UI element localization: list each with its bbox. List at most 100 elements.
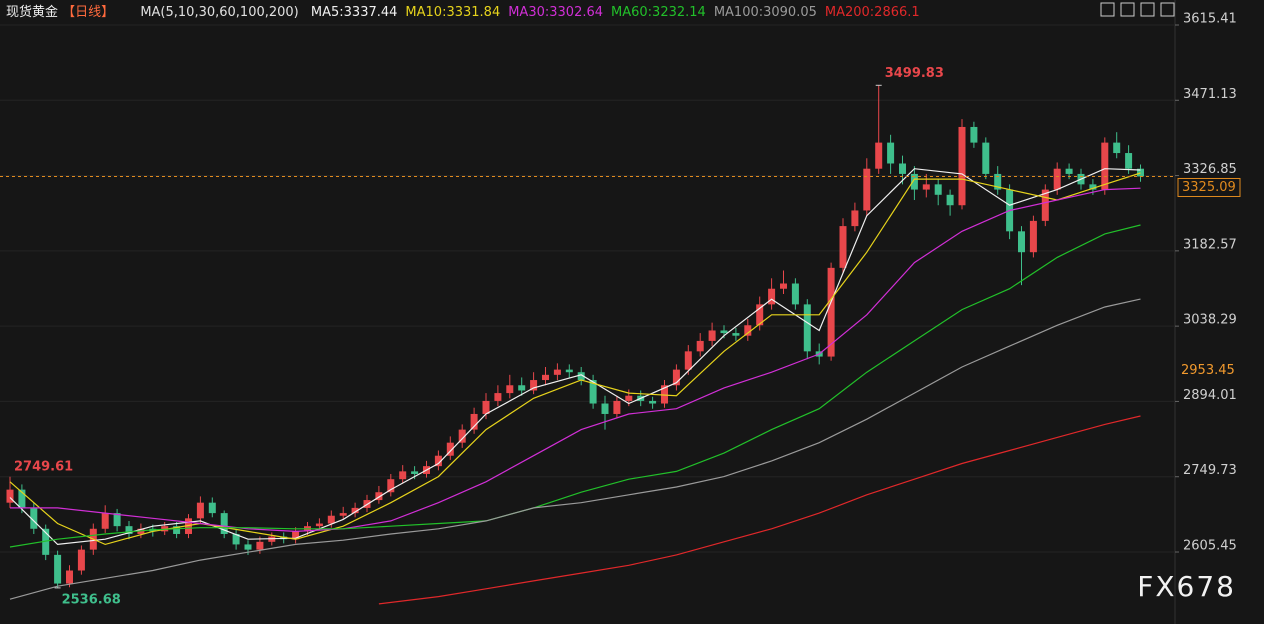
candle-body	[863, 168, 871, 211]
candle-body	[1029, 220, 1037, 253]
candle-body	[506, 385, 514, 394]
candle-body	[887, 142, 895, 164]
candle-body	[1089, 184, 1097, 190]
candle-body	[494, 393, 502, 401]
candle-body	[589, 380, 597, 404]
candle-body	[672, 369, 680, 386]
header: 现货黄金 【日线】 MA(5,10,30,60,100,200) MA5:333…	[6, 4, 920, 20]
y-tick-label: 3615.41	[1183, 11, 1237, 26]
candle-body	[958, 126, 966, 206]
candle-body	[1041, 189, 1049, 221]
candle-body	[375, 492, 383, 501]
candle-body	[922, 184, 930, 190]
tool-icon[interactable]	[1160, 2, 1175, 17]
candle-body	[446, 442, 454, 456]
tool-icon[interactable]	[1100, 2, 1115, 17]
ma-params: MA(5,10,30,60,100,200)	[140, 5, 298, 20]
candle-body	[399, 471, 407, 480]
period: 【日线】	[62, 5, 114, 20]
candle-body	[994, 173, 1002, 190]
candle-body	[196, 502, 204, 519]
candle-body	[768, 288, 776, 305]
legend-entry: MA100:3090.05	[714, 5, 817, 20]
candle-body	[530, 380, 538, 391]
candle-body	[720, 330, 728, 334]
candle-body	[208, 502, 216, 514]
candle-body	[1065, 168, 1073, 174]
candle-body	[232, 533, 240, 545]
legend-entry: MA5:3337.44	[311, 5, 398, 20]
candle-body	[458, 429, 466, 443]
candle-body	[875, 142, 883, 169]
watermark: FX678	[1137, 570, 1236, 603]
high-annotation: 3499.83	[885, 66, 944, 81]
toolbar[interactable]	[1100, 2, 1175, 17]
candle-body	[434, 455, 442, 467]
y-tick-label: 3326.85	[1183, 162, 1237, 177]
candle-body	[542, 374, 549, 381]
candle-body	[1018, 231, 1025, 253]
candle-body	[851, 210, 859, 227]
last-price-box	[1177, 177, 1241, 197]
candle-body	[1101, 142, 1109, 190]
candle-body	[708, 330, 716, 341]
tool-icon[interactable]	[1140, 2, 1155, 17]
candle-body	[351, 507, 359, 514]
candle-body	[387, 479, 395, 493]
candle-body	[1137, 168, 1144, 177]
ma-line	[378, 415, 1141, 605]
candle-body	[518, 385, 526, 391]
candle-body	[780, 283, 787, 289]
candle-body	[613, 400, 621, 414]
candle-body	[553, 369, 561, 375]
y-tick-label: 3182.57	[1183, 237, 1237, 252]
candle-body	[411, 471, 419, 474]
candle-body	[77, 549, 85, 571]
candle-body	[649, 400, 657, 404]
candle-body	[18, 489, 26, 508]
candle-body	[839, 226, 847, 268]
high-annotation: 2749.61	[14, 459, 73, 474]
candle-body	[6, 489, 14, 503]
ma-line	[9, 298, 1141, 600]
low-annotation: 2536.68	[62, 592, 121, 607]
candle-body	[54, 554, 62, 584]
candle-body	[185, 518, 192, 534]
candle-body	[125, 526, 133, 534]
candle-body	[173, 526, 181, 534]
candle-body	[601, 403, 609, 414]
candle-body	[899, 163, 906, 174]
y-tick-label: 3038.29	[1183, 313, 1237, 328]
candle-body	[982, 142, 990, 174]
candle-body	[827, 267, 835, 357]
candle-body	[756, 304, 764, 326]
chart-title: 现货黄金	[6, 4, 58, 20]
candle-body	[327, 515, 335, 524]
candle-body	[113, 513, 121, 527]
candle-body	[744, 325, 752, 336]
y-tick-label: 2605.45	[1183, 539, 1237, 554]
candle-body	[696, 340, 704, 352]
candle-body	[30, 507, 38, 529]
candle-body	[470, 413, 478, 430]
ma-line	[9, 224, 1141, 548]
legend-entry: MA30:3302.64	[508, 5, 603, 20]
candle-body	[803, 304, 811, 352]
ma-line	[10, 187, 1141, 533]
candle-body	[244, 544, 252, 550]
candle-body	[625, 395, 633, 401]
candle-body	[934, 184, 942, 195]
tool-icon[interactable]	[1120, 2, 1135, 17]
legend-entry: MA60:3232.14	[611, 5, 706, 20]
candle-body	[970, 126, 978, 143]
y-tick-label: 2749.73	[1183, 463, 1237, 478]
candle-body	[482, 400, 490, 414]
y-tick-label: 2894.01	[1183, 388, 1237, 403]
candle-body	[1125, 153, 1133, 169]
candle-body	[661, 385, 668, 404]
candle-body	[1053, 168, 1061, 190]
candle-body	[339, 513, 347, 516]
marker-price-label: 2953.45	[1181, 363, 1235, 378]
y-tick-label: 3471.13	[1183, 87, 1237, 102]
